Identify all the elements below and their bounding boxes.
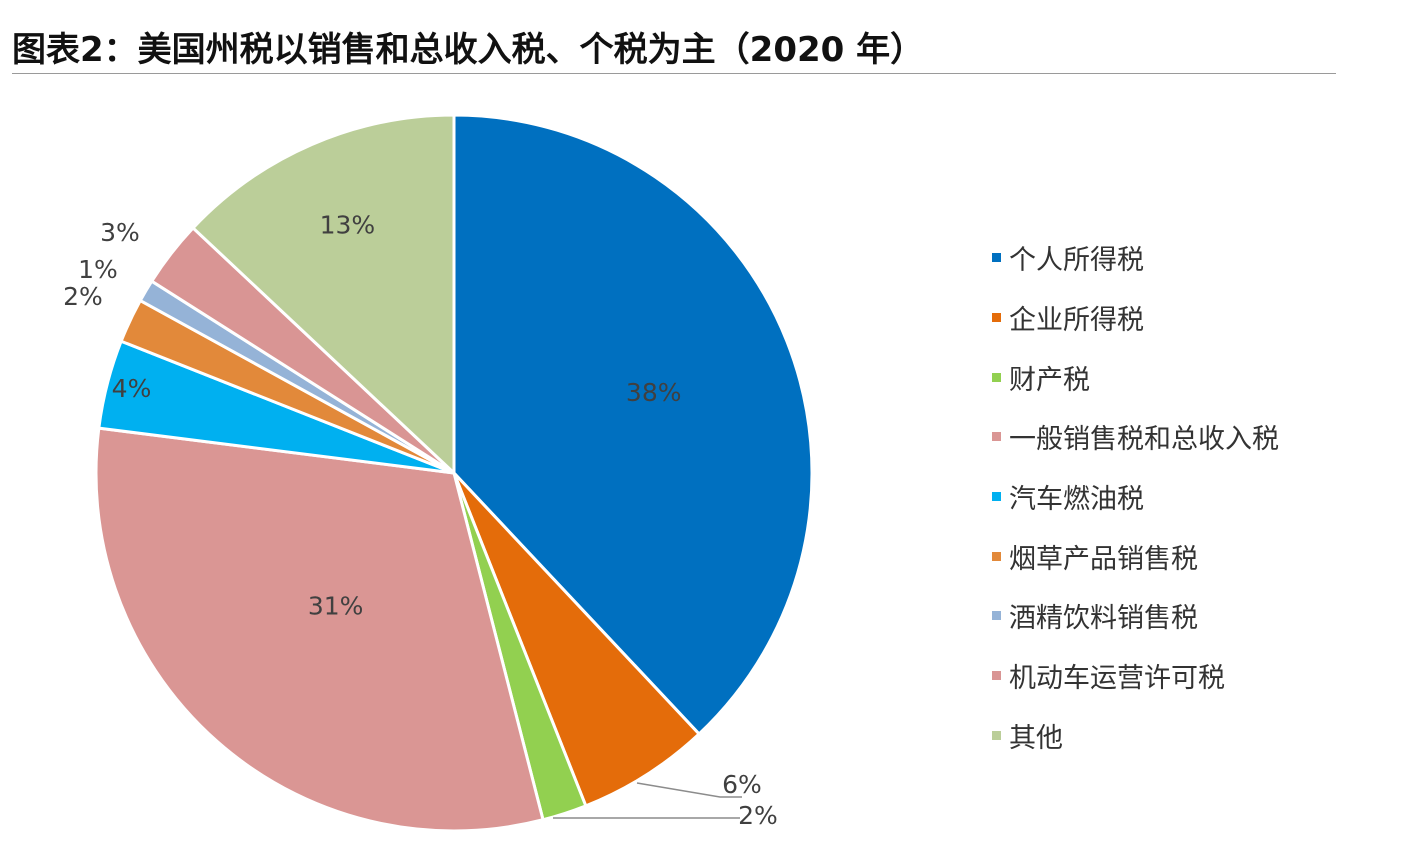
pie-label-motor-fuel-tax: 4% xyxy=(112,374,152,403)
pie-label-personal-income-tax: 38% xyxy=(626,378,682,407)
legend-item-motor-fuel-tax: 汽车燃油税 xyxy=(992,467,1372,527)
legend-item-general-sales-tax: 一般销售税和总收入税 xyxy=(992,407,1372,467)
legend-swatch-other xyxy=(992,730,1001,740)
legend-label-motor-fuel-tax: 汽车燃油税 xyxy=(1009,484,1144,516)
legend-label-alcohol-sales-tax: 酒精饮料销售税 xyxy=(1009,603,1198,635)
legend-item-vehicle-license-tax: 机动车运营许可税 xyxy=(992,646,1372,706)
legend-swatch-tobacco-sales-tax xyxy=(992,551,1001,561)
pie-slice-personal-income-tax xyxy=(452,113,814,737)
title-divider xyxy=(12,73,1336,74)
legend-swatch-motor-fuel-tax xyxy=(992,492,1001,502)
chart-legend: 个人所得税企业所得税财产税一般销售税和总收入税 汽车燃油税烟草产品销售税 酒精饮料销… xyxy=(992,228,1372,765)
legend-item-tobacco-sales-tax: 烟草产品销售税 xyxy=(992,526,1372,586)
legend-swatch-vehicle-license-tax xyxy=(992,671,1001,681)
legend-item-other: 其他 xyxy=(992,706,1372,766)
legend-label-tobacco-sales-tax: 烟草产品销售税 xyxy=(1009,543,1198,575)
pie-label-other: 13% xyxy=(320,211,376,240)
pie-label-general-sales-tax: 31% xyxy=(308,591,364,620)
legend-label-personal-income-tax: 个人所得税 xyxy=(1009,245,1144,277)
legend-item-alcohol-sales-tax: 酒精饮料销售税 xyxy=(992,586,1372,646)
legend-item-property-tax: 财产税 xyxy=(992,347,1372,407)
pie-label-vehicle-license-tax: 3% xyxy=(100,218,140,247)
legend-label-general-sales-tax: 一般销售税和总收入税 xyxy=(1009,424,1279,456)
legend-label-property-tax: 财产税 xyxy=(1009,364,1090,396)
pie-slice-general-sales-tax xyxy=(94,426,545,833)
legend-swatch-personal-income-tax xyxy=(992,253,1001,263)
leader-line-corporate-income-tax xyxy=(636,782,742,798)
legend-swatch-property-tax xyxy=(992,372,1001,382)
legend-swatch-corporate-income-tax xyxy=(992,313,1001,323)
pie-slice-corporate-income-tax xyxy=(452,471,702,808)
legend-label-vehicle-license-tax: 机动车运营许可税 xyxy=(1009,663,1225,695)
pie-label-tobacco-sales-tax: 2% xyxy=(63,282,103,311)
legend-label-corporate-income-tax: 企业所得税 xyxy=(1009,305,1144,337)
legend-label-other: 其他 xyxy=(1009,722,1063,754)
page-title: 图表2：美国州税以销售和总收入税、个税为主（2020 年） xyxy=(12,30,925,70)
legend-item-corporate-income-tax: 企业所得税 xyxy=(992,288,1372,348)
pie-slice-other xyxy=(190,113,456,477)
pie-label-alcohol-sales-tax: 1% xyxy=(78,255,118,284)
legend-item-personal-income-tax: 个人所得税 xyxy=(992,228,1372,288)
pie-label-property-tax: 2% xyxy=(738,801,778,830)
pie-label-corporate-income-tax: 6% xyxy=(722,770,762,799)
legend-swatch-alcohol-sales-tax xyxy=(992,611,1001,621)
legend-swatch-general-sales-tax xyxy=(992,432,1001,442)
